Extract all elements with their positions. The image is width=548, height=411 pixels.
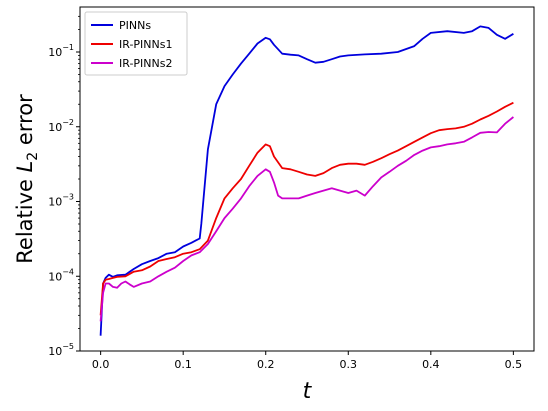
y-tick-label: 10−1 — [48, 43, 74, 59]
y-axis-label-suffix: error — [13, 94, 37, 152]
legend-label: IR-PINNs1 — [119, 38, 172, 51]
x-tick-label: 0.1 — [174, 358, 192, 371]
x-tick-label: 0.5 — [505, 358, 523, 371]
legend: PINNs IR-PINNs1 IR-PINNs2 — [84, 11, 188, 76]
tick-layer: 0.0 0.1 0.2 0.3 0.4 0.5 10−5 10−4 10−3 10−2 10−1 — [48, 15, 523, 371]
y-tick-label: 10−5 — [48, 342, 74, 358]
y-tick-label: 10−2 — [48, 118, 74, 134]
plot-frame — [79, 6, 535, 352]
legend-label: IR-PINNs2 — [119, 57, 172, 70]
x-tick-label: 0.2 — [257, 358, 275, 371]
series-line-pinns — [99, 25, 514, 336]
x-tick-label: 0.3 — [340, 358, 358, 371]
x-tick-label: 0.0 — [92, 358, 110, 371]
x-axis-label: t — [303, 379, 313, 404]
y-axis-label-var: L — [13, 161, 37, 173]
y-axis-label-sub: 2 — [25, 152, 41, 161]
x-tick-label: 0.4 — [422, 358, 440, 371]
y-axis-label: Relative L2 error — [13, 94, 41, 264]
legend-label: PINNs — [119, 19, 151, 32]
series-line-ir-pinns1 — [99, 101, 514, 316]
y-tick-label: 10−3 — [48, 193, 74, 209]
series-layer — [99, 25, 514, 336]
legend-box — [84, 11, 188, 76]
y-tick-label: 10−4 — [48, 267, 74, 283]
y-axis-label-prefix: Relative — [13, 172, 37, 263]
series-line-ir-pinns2 — [99, 116, 514, 322]
